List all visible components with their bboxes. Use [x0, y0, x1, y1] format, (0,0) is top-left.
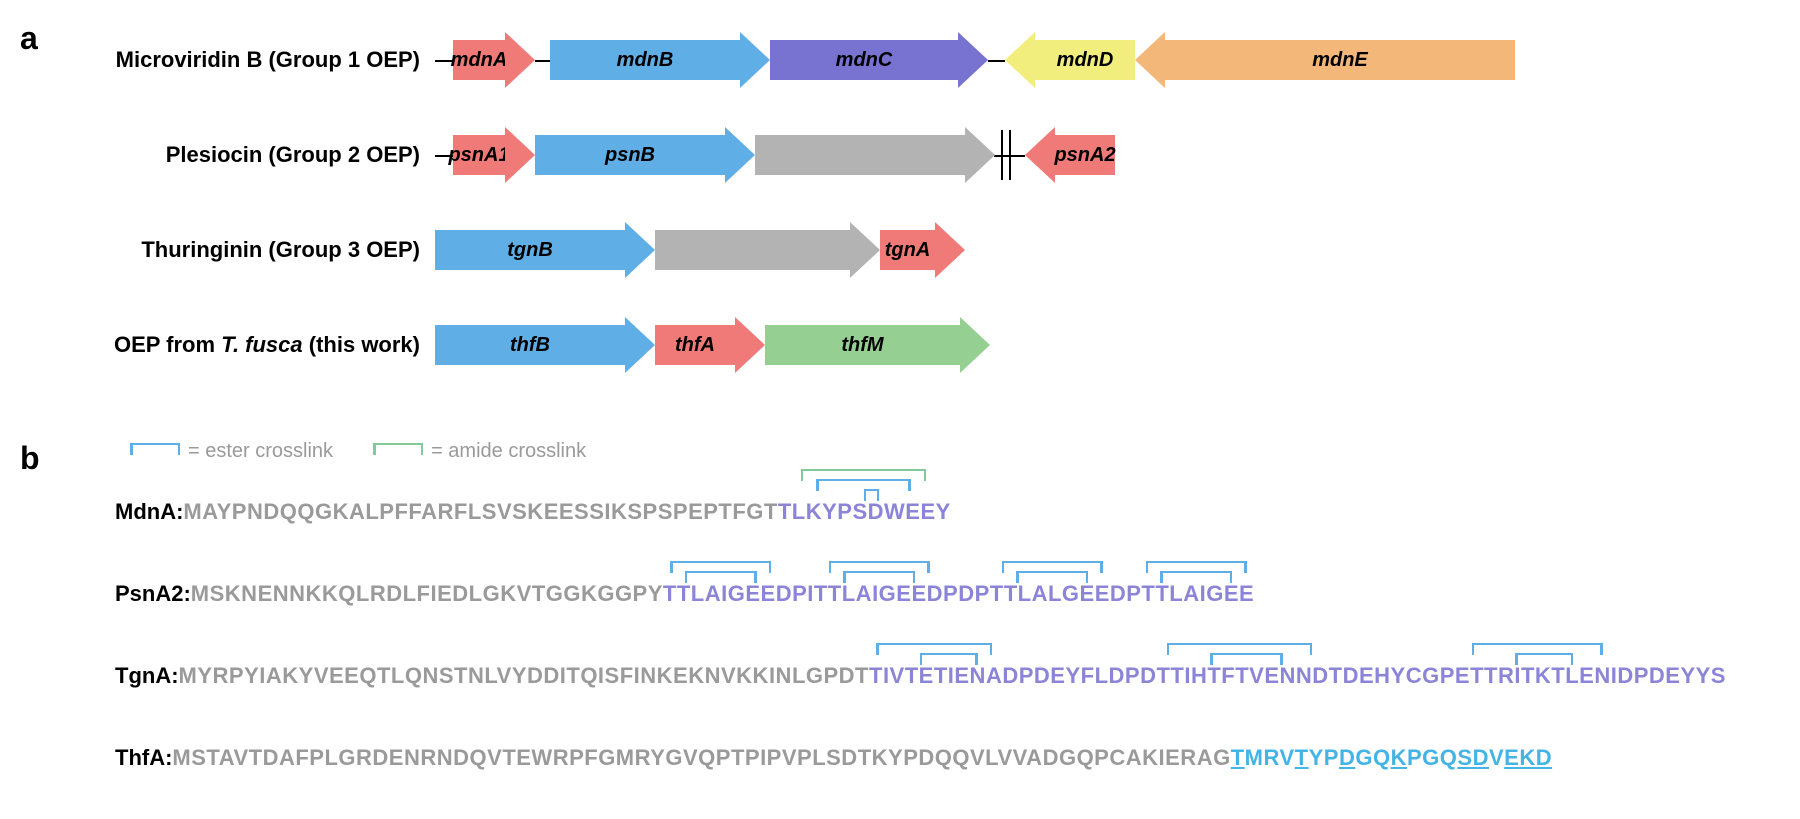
gene-label: tgnA — [880, 230, 935, 270]
cluster-title: Thuringinin (Group 3 OEP) — [60, 237, 435, 263]
gene-label: mdnE — [1165, 40, 1515, 80]
legend-amide: = amide crosslink — [373, 440, 586, 463]
gene-mdnD: mdnD — [1005, 40, 1135, 80]
ester-crosslink — [1016, 571, 1088, 583]
ester-bracket-icon — [130, 443, 180, 461]
gene-thfA: thfA — [655, 325, 765, 365]
core-sequence: TIVTETIENADPDEYFLDPDTTIHTFTVENNDTDEHYCGP… — [869, 663, 1726, 688]
leader-sequence: MAYPNDQQGKALPFFARFLSVSKEESSIKSPSPEPTFGT — [183, 499, 777, 524]
gene-unk2 — [655, 230, 880, 270]
legend-ester: = ester crosslink — [130, 440, 333, 463]
arrow-area: psnA1 psnB psnA2 — [435, 125, 1800, 185]
gene-label: mdnC — [770, 40, 958, 80]
gene-mdnE: mdnE — [1135, 40, 1515, 80]
sequence-row: PsnA2: MSKNENNKKQLRDLFIEDLGKVTGGKGGPYTTL… — [115, 553, 1800, 607]
gene-mdnB: mdnB — [550, 40, 770, 80]
core-sequence: TLKYPSDWEEY — [778, 499, 951, 524]
gene-psnA2: psnA2 — [1025, 135, 1115, 175]
gene-label — [655, 230, 850, 270]
cluster-row: Thuringinin (Group 3 OEP)tgnB tgnA — [60, 220, 1800, 280]
gene-mdnA: mdnA — [453, 40, 535, 80]
arrow-head-icon — [960, 317, 990, 373]
legend-amide-text: = amide crosslink — [431, 440, 586, 463]
arrow-head-icon — [625, 317, 655, 373]
gene-label: psnB — [535, 135, 725, 175]
panel-b-label: b — [20, 440, 60, 477]
arrow-area: mdnA mdnB mdnC mdnD mdnE — [435, 30, 1800, 90]
ester-crosslink — [920, 653, 978, 665]
ester-crosslink — [843, 571, 915, 583]
gene-tgnB: tgnB — [435, 230, 655, 270]
gene-unk1 — [755, 135, 995, 175]
arrow-head-icon — [1005, 32, 1035, 88]
gene-label: thfM — [765, 325, 960, 365]
arrow-head-icon — [958, 32, 988, 88]
sequence-alignment-container: MdnA: MAYPNDQQGKALPFFARFLSVSKEESSIKSPSPE… — [60, 471, 1800, 771]
ester-crosslink — [1210, 653, 1283, 665]
sequence-name: ThfA: — [115, 745, 172, 771]
gene-tgnA: tgnA — [880, 230, 965, 270]
gene-label: mdnD — [1035, 40, 1135, 80]
sequence-row: TgnA: MYRPYIAKYVEEQTLQNSTNLVYDDITQISFINK… — [115, 635, 1800, 689]
cluster-title: Microviridin B (Group 1 OEP) — [60, 47, 435, 73]
cluster-title: OEP from T. fusca (this work) — [60, 332, 435, 358]
cluster-title: Plesiocin (Group 2 OEP) — [60, 142, 435, 168]
sequence-name: MdnA: — [115, 499, 183, 525]
core-sequence: TMRVTYPDGQKPGQSDVEKD — [1231, 745, 1552, 770]
sequence-name: PsnA2: — [115, 581, 191, 607]
genome-line — [988, 60, 1005, 62]
gene-label: mdnA — [453, 40, 505, 80]
leader-sequence: MYRPYIAKYVEEQTLQNSTNLVYDDITQISFINKEKNVKK… — [179, 663, 869, 688]
crosslink-legend: = ester crosslink = amide crosslink — [130, 440, 1800, 463]
arrow-head-icon — [935, 222, 965, 278]
arrow-head-icon — [625, 222, 655, 278]
amide-bracket-icon — [373, 443, 423, 461]
arrow-head-icon — [505, 127, 535, 183]
gene-label: psnA2 — [1055, 135, 1115, 175]
sequence-name: TgnA: — [115, 663, 179, 689]
arrow-area: tgnB tgnA — [435, 220, 1800, 280]
gene-label: tgnB — [435, 230, 625, 270]
gene-psnA1: psnA1 — [453, 135, 535, 175]
cluster-row: OEP from T. fusca (this work)thfBthfAthf… — [60, 315, 1800, 375]
arrow-head-icon — [965, 127, 995, 183]
gene-mdnC: mdnC — [770, 40, 988, 80]
core-sequence: TTLAIGEEDPITTLAIGEEDPDPTTLALGEEDPTTLAIGE… — [663, 581, 1254, 606]
cluster-row: Microviridin B (Group 1 OEP) mdnA mdnB mdnC… — [60, 30, 1800, 90]
arrow-head-icon — [740, 32, 770, 88]
arrow-head-icon — [735, 317, 765, 373]
gene-label: thfA — [655, 325, 735, 365]
legend-ester-text: = ester crosslink — [188, 440, 333, 463]
genome-line — [535, 60, 550, 62]
gene-label: mdnB — [550, 40, 740, 80]
gene-label — [755, 135, 965, 175]
gene-clusters-container: Microviridin B (Group 1 OEP) mdnA mdnB mdnC… — [60, 20, 1800, 410]
genome-break-icon — [999, 130, 1013, 180]
arrow-head-icon — [505, 32, 535, 88]
gene-psnB: psnB — [535, 135, 755, 175]
gene-label: psnA1 — [453, 135, 505, 175]
leader-sequence: MSKNENNKKQLRDLFIEDLGKVTGGKGGPY — [191, 581, 663, 606]
cluster-row: Plesiocin (Group 2 OEP) psnA1 psnB psnA2 — [60, 125, 1800, 185]
sequence-row: ThfA: MSTAVTDAFPLGRDENRNDQVTEWRPFGMRYGVQ… — [115, 717, 1800, 771]
leader-sequence: MSTAVTDAFPLGRDENRNDQVTEWRPFGMRYGVQPTPIPV… — [172, 745, 1230, 770]
sequence-row: MdnA: MAYPNDQQGKALPFFARFLSVSKEESSIKSPSPE… — [115, 471, 1800, 525]
ester-crosslink — [1160, 571, 1232, 583]
arrow-head-icon — [725, 127, 755, 183]
gene-label: thfB — [435, 325, 625, 365]
ester-crosslink — [685, 571, 757, 583]
ester-crosslink — [1515, 653, 1573, 665]
ester-crosslink — [864, 489, 880, 501]
panel-a-label: a — [20, 20, 60, 57]
arrow-head-icon — [1135, 32, 1165, 88]
arrow-head-icon — [1025, 127, 1055, 183]
gene-thfM: thfM — [765, 325, 990, 365]
gene-thfB: thfB — [435, 325, 655, 365]
arrow-area: thfB thfA thfM — [435, 315, 1800, 375]
arrow-head-icon — [850, 222, 880, 278]
